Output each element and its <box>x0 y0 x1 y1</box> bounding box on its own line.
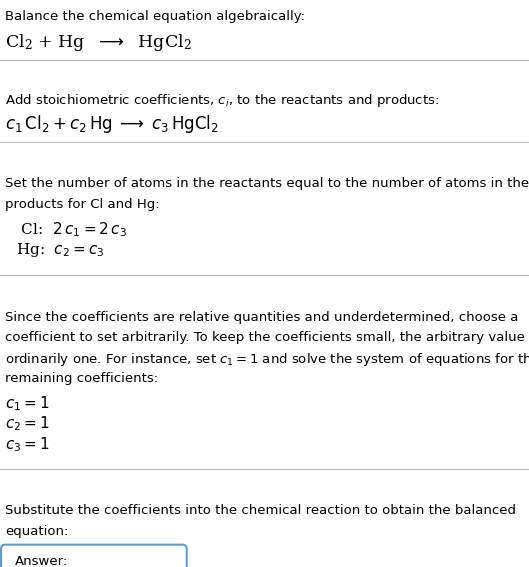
Text: Since the coefficients are relative quantities and underdetermined, choose a: Since the coefficients are relative quan… <box>5 311 518 324</box>
Text: Cl:  $2\,c_1 = 2\,c_3$: Cl: $2\,c_1 = 2\,c_3$ <box>16 220 127 239</box>
Text: products for Cl and Hg:: products for Cl and Hg: <box>5 197 160 210</box>
Text: coefficient to set arbitrarily. To keep the coefficients small, the arbitrary va: coefficient to set arbitrarily. To keep … <box>5 331 529 344</box>
Text: $c_3 = 1$: $c_3 = 1$ <box>5 435 50 454</box>
Text: $c_1\,\mathrm{Cl_2} + c_2\,\mathrm{Hg} \;\longrightarrow\; c_3\,\mathrm{HgCl_2}$: $c_1\,\mathrm{Cl_2} + c_2\,\mathrm{Hg} \… <box>5 113 220 136</box>
Text: Substitute the coefficients into the chemical reaction to obtain the balanced: Substitute the coefficients into the che… <box>5 504 516 517</box>
Text: remaining coefficients:: remaining coefficients: <box>5 372 158 385</box>
Text: $c_2 = 1$: $c_2 = 1$ <box>5 414 50 433</box>
FancyBboxPatch shape <box>1 545 187 567</box>
Text: Hg:  $c_2 = c_3$: Hg: $c_2 = c_3$ <box>16 242 104 260</box>
Text: $c_1 = 1$: $c_1 = 1$ <box>5 394 50 413</box>
Text: ordinarily one. For instance, set $c_1 = 1$ and solve the system of equations fo: ordinarily one. For instance, set $c_1 =… <box>5 352 529 369</box>
Text: Add stoichiometric coefficients, $c_i$, to the reactants and products:: Add stoichiometric coefficients, $c_i$, … <box>5 92 440 109</box>
Text: Balance the chemical equation algebraically:: Balance the chemical equation algebraica… <box>5 10 305 23</box>
Text: $\mathregular{Cl_2}$ + Hg  $\longrightarrow$  $\mathregular{HgCl_2}$: $\mathregular{Cl_2}$ + Hg $\longrightarr… <box>5 32 192 53</box>
Text: Set the number of atoms in the reactants equal to the number of atoms in the: Set the number of atoms in the reactants… <box>5 177 529 190</box>
Text: Answer:: Answer: <box>15 555 68 567</box>
Text: equation:: equation: <box>5 524 69 538</box>
